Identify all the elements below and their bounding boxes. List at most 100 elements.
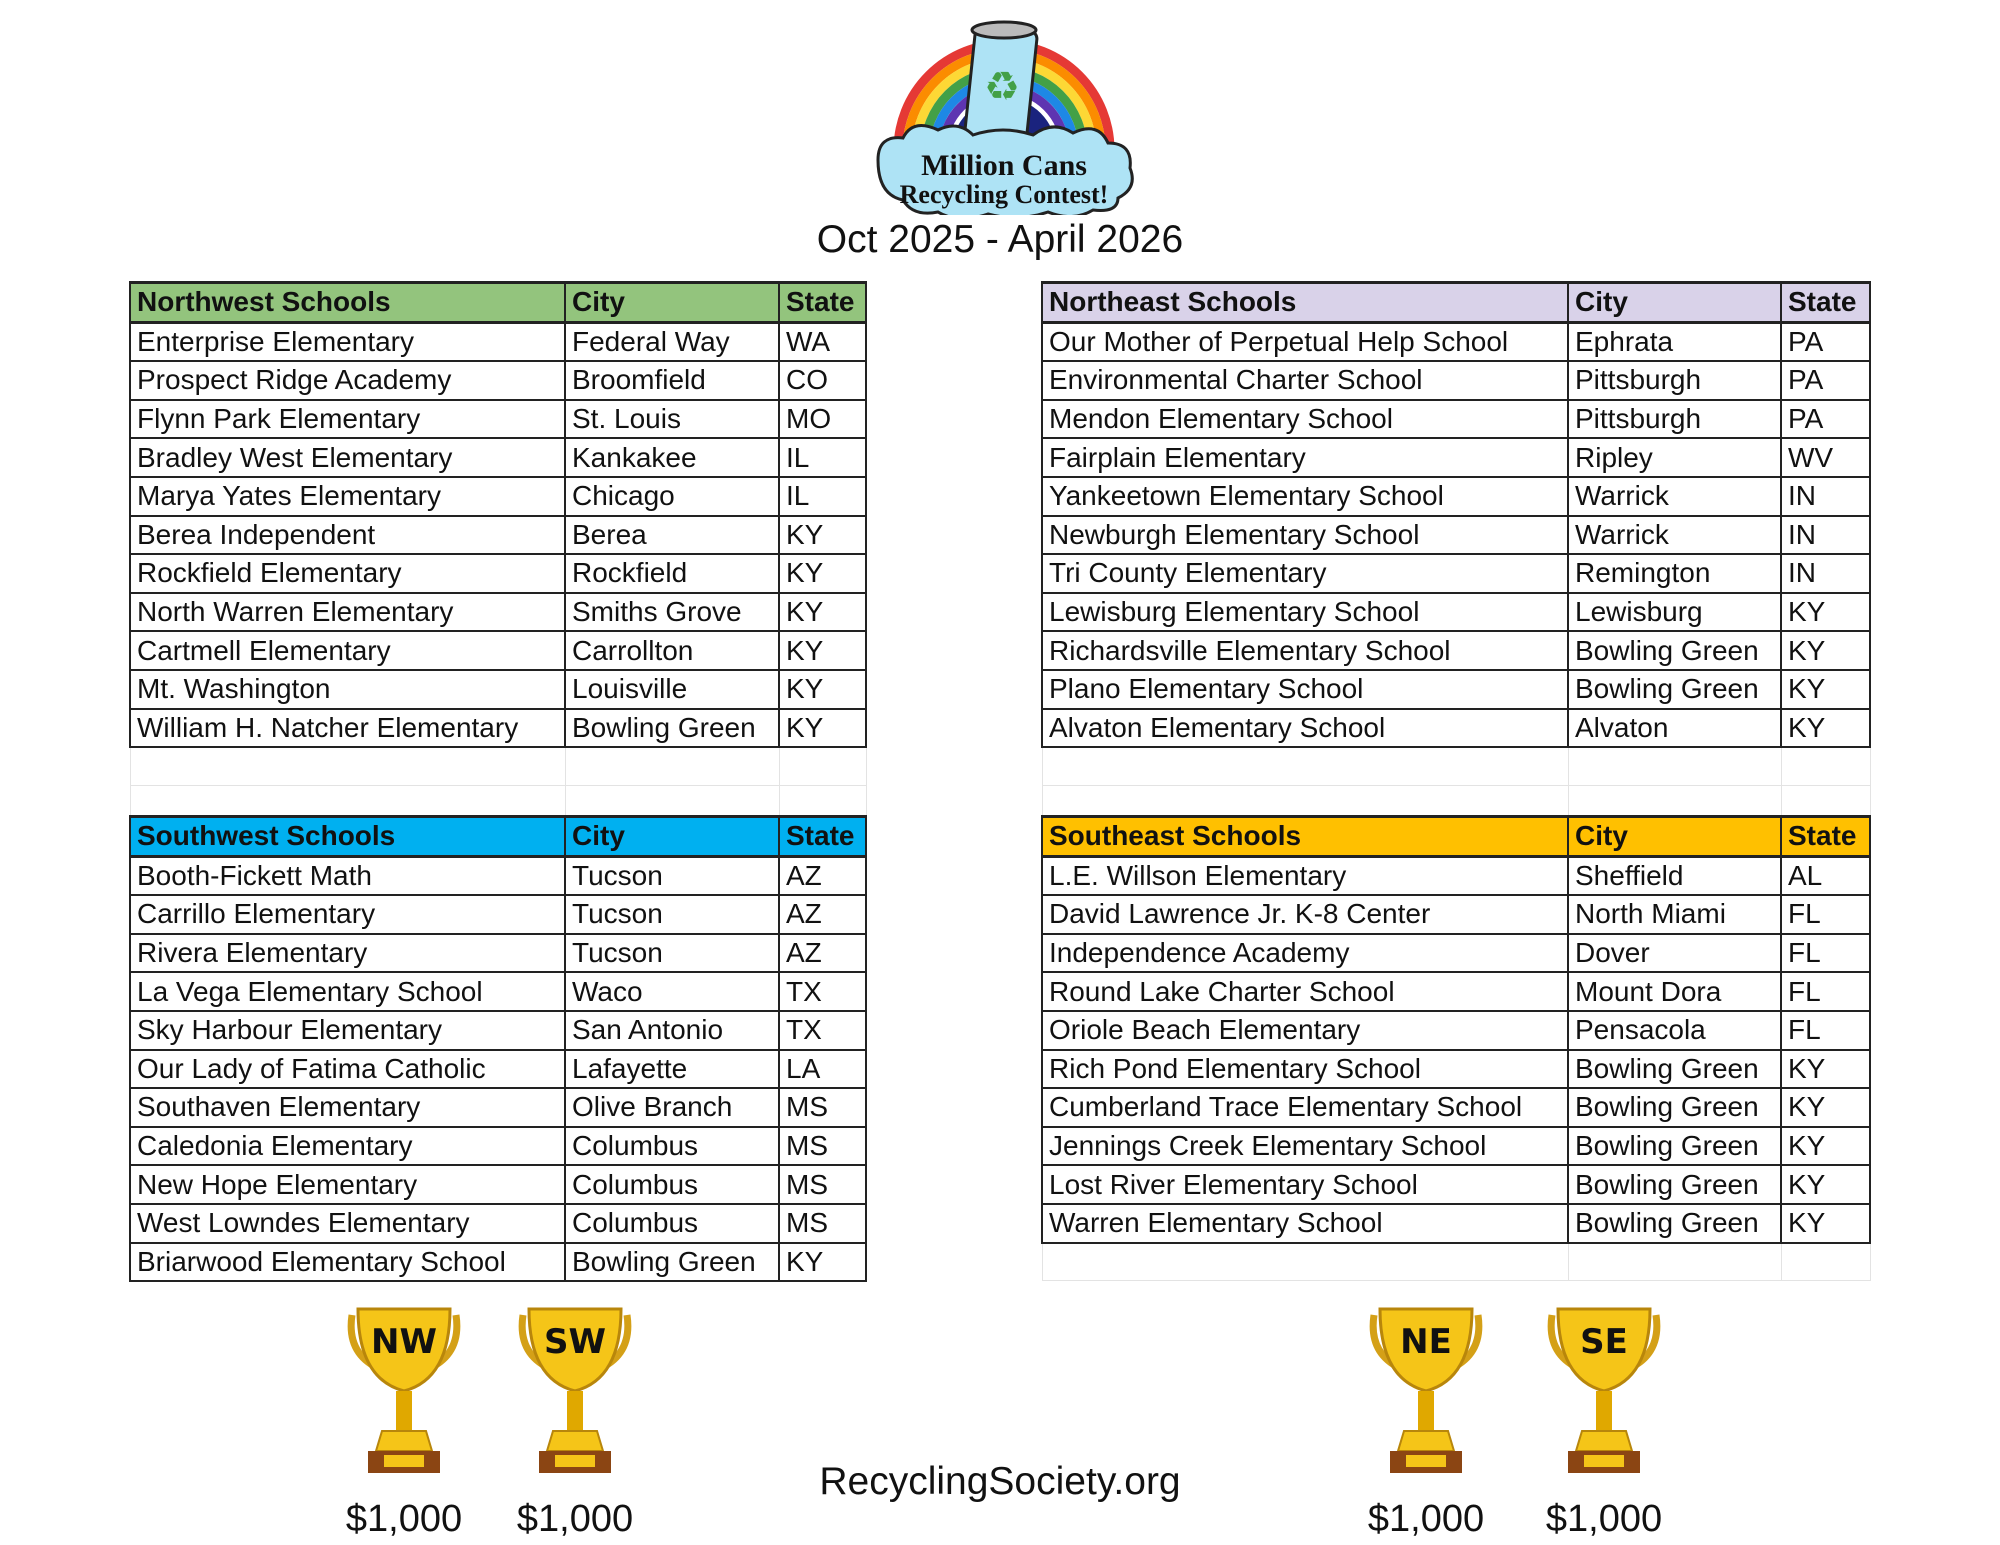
- table-row: Cumberland Trace Elementary School Bowlin…: [1041, 1087, 1871, 1128]
- school-name-cell: Oriole Beach Elementary: [1041, 1009, 1569, 1051]
- state-cell: FL: [1780, 894, 1871, 935]
- city-cell: Warrick: [1567, 514, 1782, 556]
- city-cell: Broomfield: [564, 360, 780, 401]
- state-cell: KY: [778, 630, 867, 671]
- city-cell: Carrollton: [564, 630, 780, 671]
- empty-cell: [1041, 1242, 1569, 1282]
- table-row: New Hope Elementary Columbus MS: [129, 1164, 867, 1205]
- city-cell: Bowling Green: [1567, 1164, 1782, 1205]
- school-name-cell: Richardsville Elementary School: [1041, 630, 1569, 671]
- empty-cell: [1041, 746, 1569, 786]
- state-cell: IN: [1780, 553, 1871, 594]
- state-cell: MS: [778, 1164, 867, 1205]
- school-name-cell: Yankeetown Elementary School: [1041, 475, 1569, 517]
- table-row: West Lowndes Elementary Columbus MS: [129, 1202, 867, 1244]
- table-row: Environmental Charter School Pittsburgh PA: [1041, 360, 1871, 401]
- city-cell: North Miami: [1567, 894, 1782, 935]
- header-row: Southwest Schools City State: [129, 815, 867, 858]
- table-row: Rockfield Elementary Rockfield KY: [129, 553, 867, 594]
- city-cell: Tucson: [564, 855, 780, 897]
- table-row: Rich Pond Elementary School Bowling Green…: [1041, 1048, 1871, 1090]
- prize-amount: $1,000: [1545, 1498, 1663, 1540]
- trophy-sw: SW $1,000: [505, 1305, 645, 1541]
- table-row: David Lawrence Jr. K-8 Center North Miami…: [1041, 894, 1871, 935]
- school-name-cell: Rivera Elementary: [129, 932, 566, 974]
- state-cell: MO: [778, 398, 867, 440]
- school-name-cell: Tri County Elementary: [1041, 553, 1569, 594]
- trophy-label: NE: [1400, 1322, 1452, 1362]
- state-cell: KY: [1780, 630, 1871, 671]
- city-cell: Waco: [564, 971, 780, 1012]
- state-cell: MS: [778, 1087, 867, 1128]
- school-name-cell: William H. Natcher Elementary: [129, 707, 566, 749]
- school-name-cell: Flynn Park Elementary: [129, 398, 566, 440]
- school-name-cell: West Lowndes Elementary: [129, 1202, 566, 1244]
- city-cell: Columbus: [564, 1125, 780, 1167]
- state-cell: KY: [1780, 1048, 1871, 1090]
- trophy-nw: NW $1,000: [334, 1305, 474, 1541]
- school-name-cell: Booth-Fickett Math: [129, 855, 566, 897]
- table-row: Caledonia Elementary Columbus MS: [129, 1125, 867, 1167]
- date-range: Oct 2025 - April 2026: [816, 218, 1184, 261]
- table-row: Plano Elementary School Bowling Green KY: [1041, 668, 1871, 710]
- trophy-icon: SW: [518, 1307, 632, 1473]
- state-cell: AZ: [778, 932, 867, 974]
- table-row: Sky Harbour Elementary San Antonio TX: [129, 1009, 867, 1051]
- state-cell: IL: [778, 437, 867, 478]
- state-cell: KY: [1780, 707, 1871, 749]
- table-row: Enterprise Elementary Federal Way WA: [129, 321, 867, 363]
- state-cell: KY: [1780, 668, 1871, 710]
- city-cell: Bowling Green: [564, 707, 780, 749]
- table-row: Richardsville Elementary School Bowling G…: [1041, 630, 1871, 671]
- table-row: Marya Yates Elementary Chicago IL: [129, 475, 867, 517]
- state-cell: TX: [778, 971, 867, 1012]
- table-row: Tri County Elementary Remington IN: [1041, 553, 1871, 594]
- school-name-cell: Southaven Elementary: [129, 1087, 566, 1128]
- state-cell: AZ: [778, 894, 867, 935]
- city-cell: Smiths Grove: [564, 591, 780, 633]
- state-cell: MS: [778, 1125, 867, 1167]
- school-name-cell: Briarwood Elementary School: [129, 1241, 566, 1283]
- school-name-cell: La Vega Elementary School: [129, 971, 566, 1012]
- prize-amount: $1,000: [516, 1498, 634, 1540]
- column-header: City: [1567, 815, 1782, 858]
- column-header: Northeast Schools: [1041, 281, 1569, 324]
- city-cell: Bowling Green: [1567, 668, 1782, 710]
- city-cell: Dover: [1567, 932, 1782, 974]
- table-row: Cartmell Elementary Carrollton KY: [129, 630, 867, 671]
- empty-row: [1041, 1242, 1871, 1282]
- school-name-cell: Mt. Washington: [129, 668, 566, 710]
- column-header: State: [1780, 281, 1871, 324]
- city-cell: Bowling Green: [564, 1241, 780, 1283]
- column-header: State: [1780, 815, 1871, 858]
- school-name-cell: Sky Harbour Elementary: [129, 1009, 566, 1051]
- school-name-cell: Carrillo Elementary: [129, 894, 566, 935]
- state-cell: IL: [778, 475, 867, 517]
- northeast-schools-table: Northeast Schools City State Our Mother of …: [1041, 281, 1871, 824]
- state-cell: KY: [1780, 591, 1871, 633]
- school-name-cell: L.E. Willson Elementary: [1041, 855, 1569, 897]
- school-name-cell: Lewisburg Elementary School: [1041, 591, 1569, 633]
- school-name-cell: Fairplain Elementary: [1041, 437, 1569, 478]
- empty-cell: [564, 746, 780, 786]
- school-name-cell: Prospect Ridge Academy: [129, 360, 566, 401]
- column-header: State: [778, 281, 867, 324]
- state-cell: KY: [778, 707, 867, 749]
- state-cell: WV: [1780, 437, 1871, 478]
- trophy-label: NW: [371, 1322, 437, 1362]
- school-name-cell: Mendon Elementary School: [1041, 398, 1569, 440]
- school-name-cell: Warren Elementary School: [1041, 1202, 1569, 1244]
- svg-text:♻: ♻: [984, 65, 1020, 109]
- table-row: Berea Independent Berea KY: [129, 514, 867, 556]
- table-row: Warren Elementary School Bowling Green KY: [1041, 1202, 1871, 1244]
- empty-cell: [778, 746, 867, 786]
- trophy-label: SW: [544, 1322, 606, 1362]
- city-cell: Ripley: [1567, 437, 1782, 478]
- table-row: Carrillo Elementary Tucson AZ: [129, 894, 867, 935]
- table-row: Fairplain Elementary Ripley WV: [1041, 437, 1871, 478]
- website-link[interactable]: RecyclingSociety.org: [819, 1460, 1181, 1503]
- table-row: Alvaton Elementary School Alvaton KY: [1041, 707, 1871, 749]
- state-cell: KY: [778, 514, 867, 556]
- table-row: Bradley West Elementary Kankakee IL: [129, 437, 867, 478]
- city-cell: Tucson: [564, 894, 780, 935]
